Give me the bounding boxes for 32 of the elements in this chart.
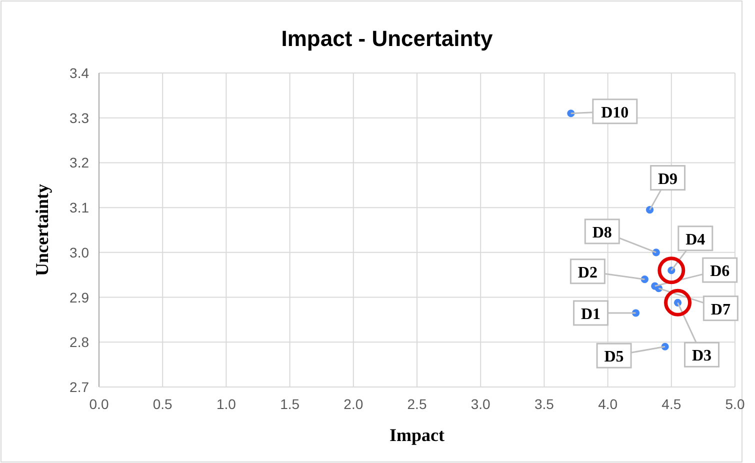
y-tick-label: 3.4 <box>70 65 90 81</box>
x-tick-label: 4.5 <box>662 396 682 412</box>
annotation: D8 <box>592 224 612 242</box>
y-tick-label: 2.7 <box>70 379 90 395</box>
annotation: D4 <box>686 231 706 248</box>
x-tick-label: 0.0 <box>89 396 109 412</box>
annotation: D1 <box>581 306 601 323</box>
y-tick-label: 3.0 <box>70 244 90 260</box>
y-tick-label: 2.8 <box>70 334 90 350</box>
chart-title: Impact - Uncertainty <box>281 26 494 51</box>
annotation: D6 <box>710 263 730 280</box>
y-tick-label: 3.1 <box>70 200 90 216</box>
x-axis-title: Impact <box>390 425 444 445</box>
annotation: D2 <box>578 264 598 282</box>
annotation: D9 <box>658 170 678 188</box>
x-tick-label: 3.0 <box>470 396 491 412</box>
annotation: D10 <box>601 104 629 122</box>
annotation: D3 <box>692 348 712 365</box>
x-tick-label: 3.5 <box>534 396 554 412</box>
y-axis-title: Uncertainty <box>32 184 52 276</box>
x-tick-label: 2.5 <box>407 396 427 412</box>
x-tick-label: 1.5 <box>280 396 300 412</box>
annotation: D7 <box>710 301 730 318</box>
x-tick-label: 0.5 <box>152 396 173 412</box>
x-tick-label: 5.0 <box>725 396 745 412</box>
annotation: D5 <box>604 348 624 366</box>
y-tick-label: 3.3 <box>70 110 90 126</box>
x-tick-label: 2.0 <box>344 396 364 412</box>
y-tick-label: 2.9 <box>70 289 90 306</box>
x-tick-label: 1.0 <box>216 396 236 412</box>
y-tick-label: 3.2 <box>70 154 90 171</box>
x-tick-label: 4.0 <box>598 396 618 412</box>
